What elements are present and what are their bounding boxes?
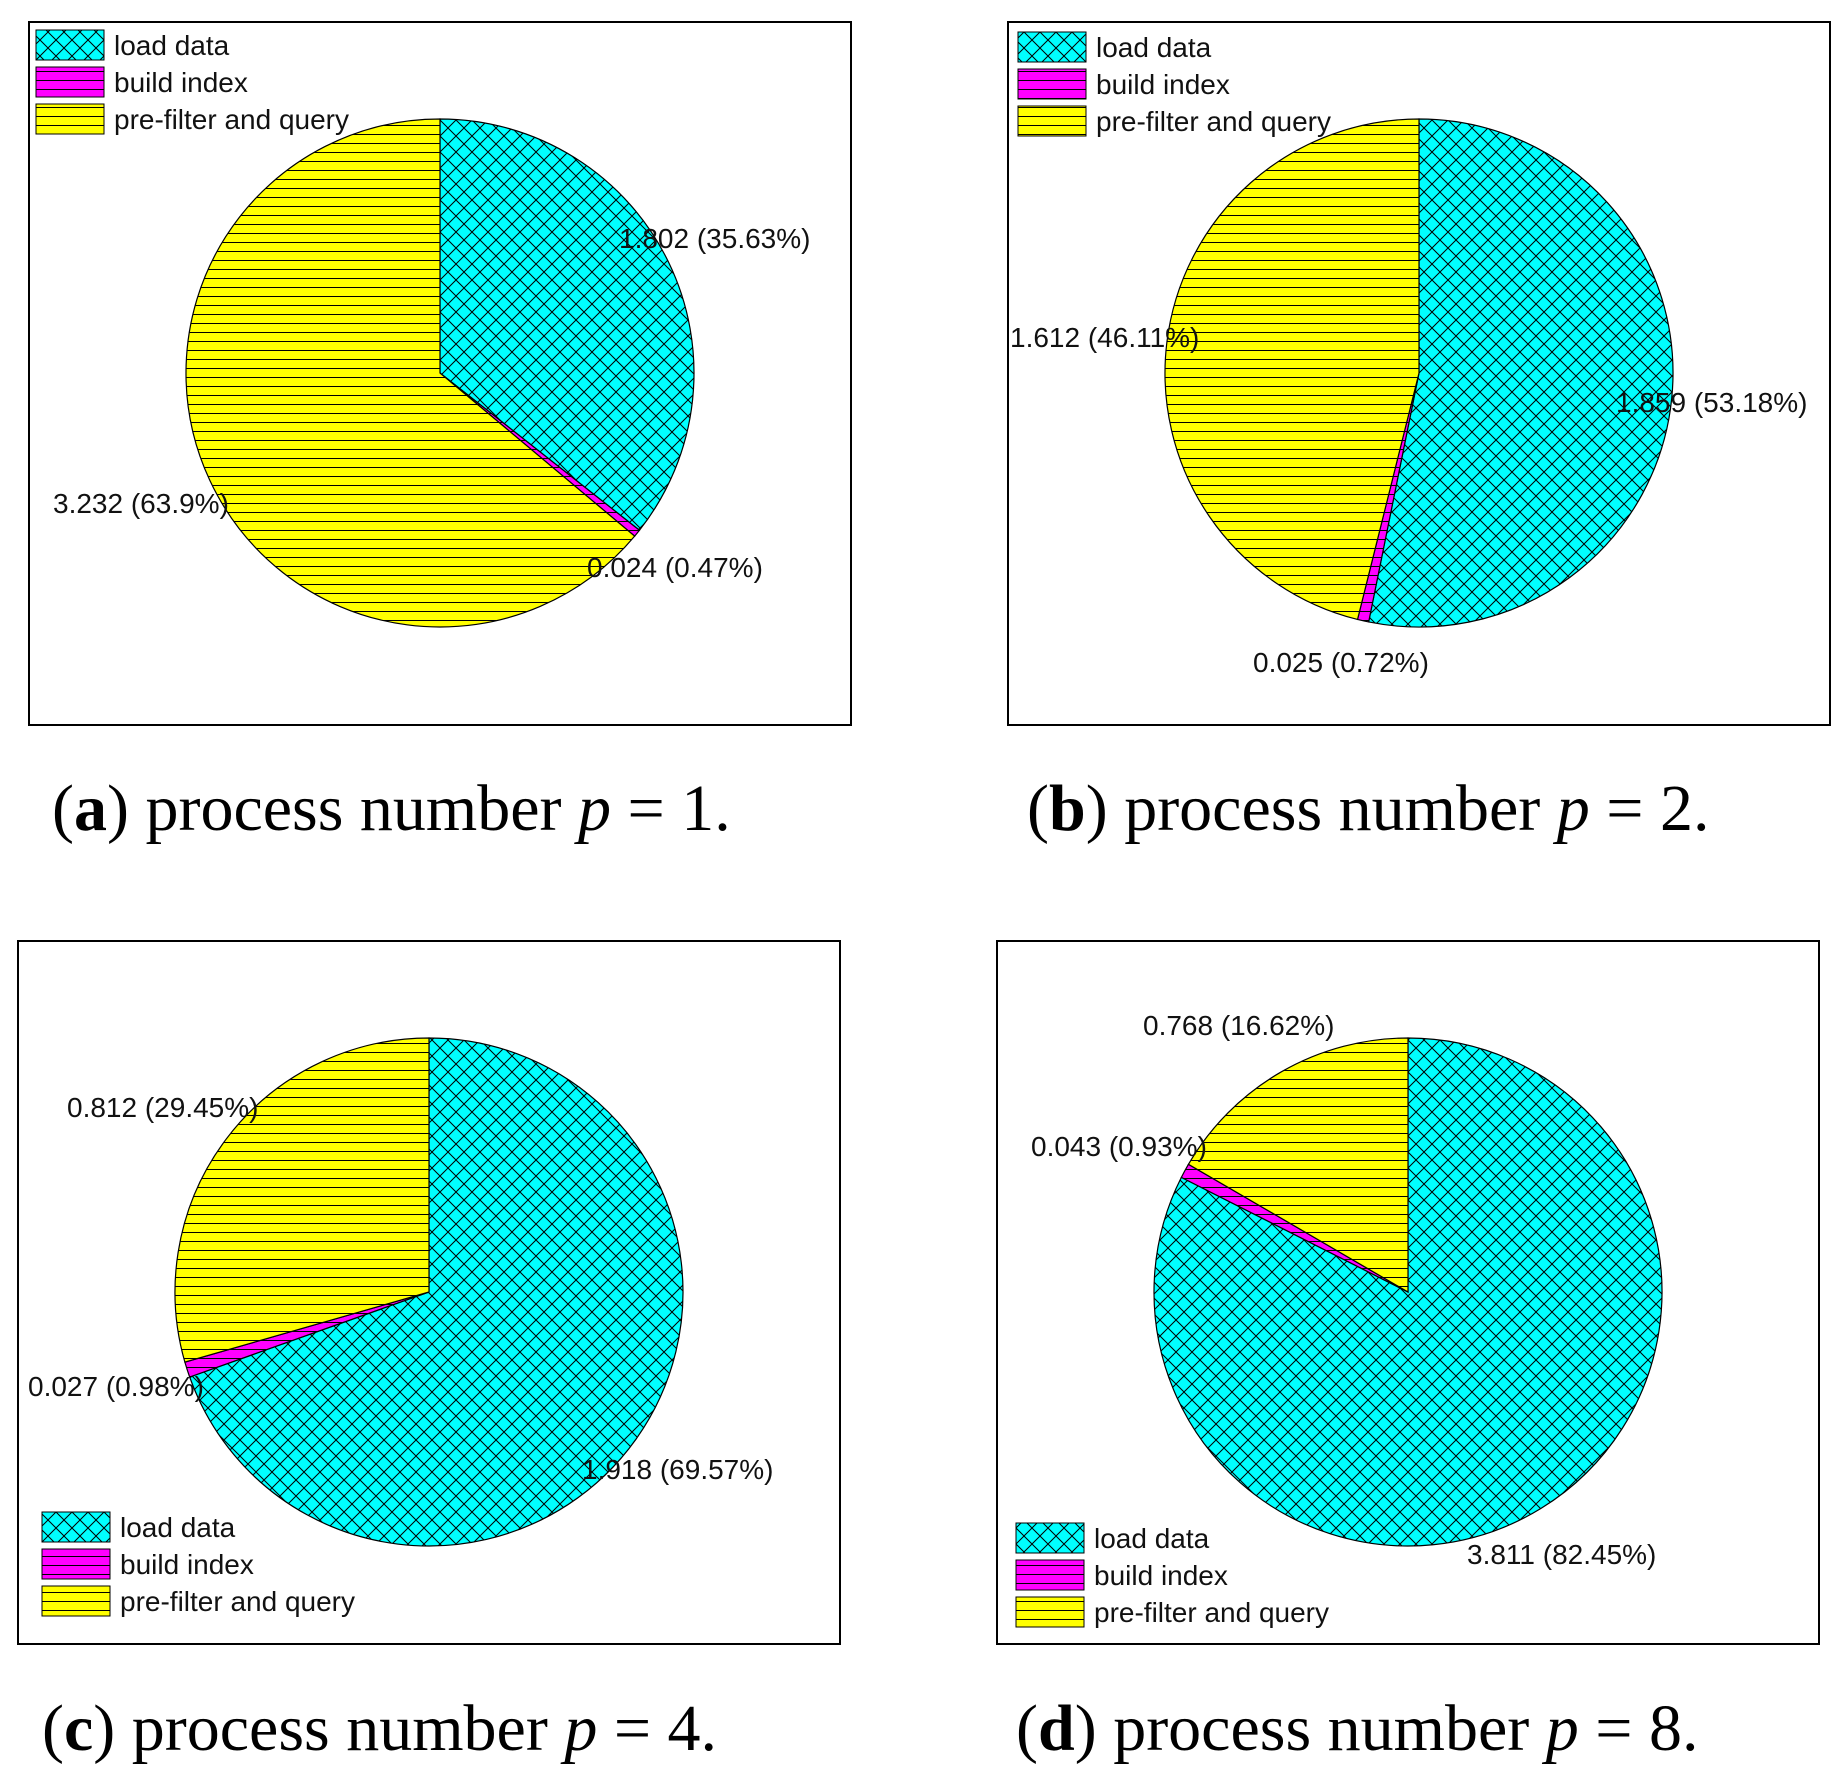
pie-slice-pre-filter-and-query bbox=[174, 1037, 430, 1363]
data-label-load-data: 1.918 (69.57%) bbox=[582, 1454, 773, 1485]
legend-swatch-build-index-hatch bbox=[35, 66, 105, 98]
legend-swatch-load-data-hatch bbox=[1015, 1522, 1085, 1554]
data-label-build-index: 0.027 (0.98%) bbox=[28, 1371, 204, 1402]
panel-b: load data build index pre-filter and que… bbox=[1007, 21, 1831, 845]
pie-slices bbox=[174, 1037, 684, 1547]
panel-d: load data build index pre-filter and que… bbox=[996, 940, 1820, 1765]
pie-slice-load-data bbox=[1367, 118, 1674, 628]
legend-label-pre-filter-and-query: pre-filter and query bbox=[1096, 106, 1331, 137]
legend: load data build index pre-filter and que… bbox=[41, 1511, 355, 1617]
legend-label-load-data: load data bbox=[120, 1512, 236, 1543]
caption: (d) process number p = 8. bbox=[1016, 1692, 1698, 1765]
pie-slice-load-data bbox=[188, 1037, 684, 1547]
pie-slice-hatch bbox=[188, 1037, 684, 1547]
panel-c: load data build index pre-filter and que… bbox=[17, 940, 841, 1765]
legend-swatch-load-data-hatch bbox=[35, 29, 105, 61]
caption-text: process number bbox=[1124, 772, 1540, 845]
legend-label-build-index: build index bbox=[114, 67, 248, 98]
legend-label-load-data: load data bbox=[1094, 1523, 1210, 1554]
data-label-load-data: 1.859 (53.18%) bbox=[1616, 387, 1807, 418]
legend-swatch-pre-filter-and-query-hatch bbox=[35, 103, 105, 135]
caption-var: p bbox=[560, 1692, 597, 1765]
legend-label-pre-filter-and-query: pre-filter and query bbox=[120, 1586, 355, 1617]
pie-slices bbox=[1164, 118, 1674, 628]
caption-var: p bbox=[1542, 1692, 1579, 1765]
pie-slice-pre-filter-and-query bbox=[1164, 118, 1420, 621]
data-label-build-index: 0.024 (0.47%) bbox=[587, 552, 763, 583]
caption: (c) process number p = 4. bbox=[42, 1692, 717, 1765]
pie-slices bbox=[1153, 1037, 1663, 1547]
caption-eq: = 4. bbox=[614, 1692, 717, 1765]
panel-a: load data build index pre-filter and que… bbox=[28, 21, 852, 845]
pie-slice-load-data bbox=[439, 118, 695, 532]
caption-eq: = 1. bbox=[628, 772, 731, 845]
pie-slice-hatch bbox=[1187, 1037, 1409, 1294]
caption-letter: a bbox=[74, 772, 107, 845]
pie-slice-hatch bbox=[1367, 118, 1674, 628]
data-label-pre-filter-and-query: 0.768 (16.62%) bbox=[1143, 1010, 1334, 1041]
legend-label-pre-filter-and-query: pre-filter and query bbox=[1094, 1597, 1329, 1628]
caption-letter: c bbox=[64, 1692, 93, 1765]
legend-swatch-pre-filter-and-query-hatch bbox=[41, 1585, 111, 1617]
data-label-load-data: 1.802 (35.63%) bbox=[619, 223, 810, 254]
pie-slice-hatch bbox=[185, 118, 636, 628]
legend-swatch-pre-filter-and-query-hatch bbox=[1015, 1596, 1085, 1628]
legend-swatch-load-data-hatch bbox=[1017, 31, 1087, 63]
pie-slice-hatch bbox=[1153, 1037, 1663, 1547]
caption-text: process number bbox=[132, 1692, 548, 1765]
data-label-pre-filter-and-query: 3.232 (63.9%) bbox=[53, 488, 229, 519]
legend: load data build index pre-filter and que… bbox=[1015, 1522, 1329, 1628]
legend-swatch-pre-filter-and-query-hatch bbox=[1017, 105, 1087, 137]
data-label-pre-filter-and-query: 1.612 (46.11%) bbox=[1010, 322, 1199, 353]
caption-eq: = 8. bbox=[1595, 1692, 1698, 1765]
caption-text: process number bbox=[145, 772, 561, 845]
legend-swatch-build-index-hatch bbox=[41, 1548, 111, 1580]
caption-letter: d bbox=[1038, 1692, 1075, 1765]
legend-label-load-data: load data bbox=[114, 30, 230, 61]
data-label-build-index: 0.043 (0.93%) bbox=[1031, 1131, 1207, 1162]
legend-label-load-data: load data bbox=[1096, 32, 1212, 63]
legend: load data build index pre-filter and que… bbox=[35, 29, 349, 135]
legend: load data build index pre-filter and que… bbox=[1017, 31, 1331, 137]
caption-var: p bbox=[1553, 772, 1590, 845]
legend-label-build-index: build index bbox=[1094, 1560, 1228, 1591]
legend-swatch-build-index-hatch bbox=[1015, 1559, 1085, 1591]
pie-slice-pre-filter-and-query bbox=[185, 118, 636, 628]
legend-label-build-index: build index bbox=[120, 1549, 254, 1580]
caption-letter: b bbox=[1049, 772, 1086, 845]
caption-text: process number bbox=[1113, 1692, 1529, 1765]
legend-swatch-load-data-hatch bbox=[41, 1511, 111, 1543]
pie-slice-hatch bbox=[1164, 118, 1420, 621]
legend-label-pre-filter-and-query: pre-filter and query bbox=[114, 104, 349, 135]
data-label-build-index: 0.025 (0.72%) bbox=[1253, 647, 1429, 678]
data-label-load-data: 3.811 (82.45%) bbox=[1467, 1539, 1656, 1570]
caption-eq: = 2. bbox=[1606, 772, 1709, 845]
legend-label-build-index: build index bbox=[1096, 69, 1230, 100]
pie-slice-pre-filter-and-query bbox=[1187, 1037, 1409, 1294]
legend-swatch-build-index-hatch bbox=[1017, 68, 1087, 100]
caption: (b) process number p = 2. bbox=[1027, 772, 1709, 845]
pie-slice-hatch bbox=[174, 1037, 430, 1363]
pie-slices bbox=[185, 118, 695, 628]
caption: (a) process number p = 1. bbox=[52, 772, 731, 845]
caption-var: p bbox=[574, 772, 611, 845]
data-label-pre-filter-and-query: 0.812 (29.45%) bbox=[67, 1092, 258, 1123]
pie-slice-hatch bbox=[439, 118, 695, 532]
